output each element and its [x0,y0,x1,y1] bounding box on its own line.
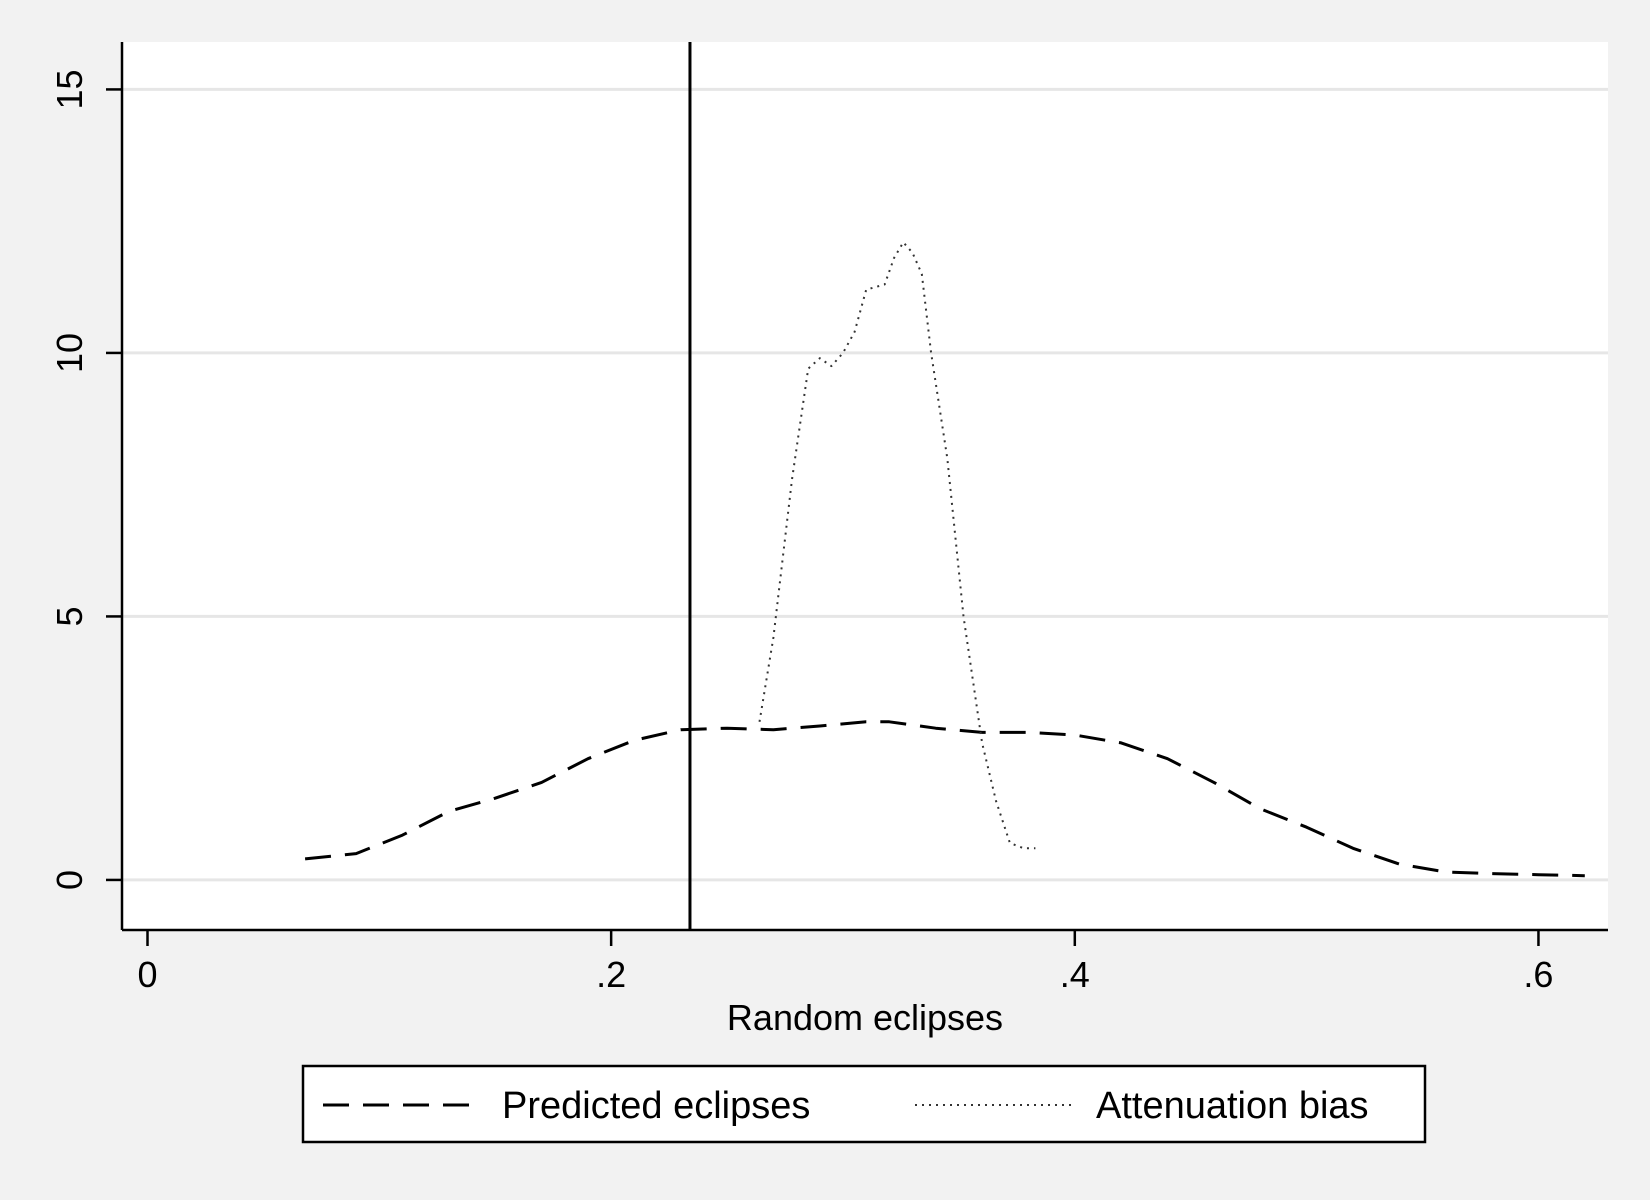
legend: Predicted eclipses Attenuation bias [301,1064,1427,1144]
series-line-attenuation-bias [758,241,1036,850]
x-tick-label: .4 [1060,954,1090,995]
y-tick-label: 5 [49,606,90,626]
x-tick-label: 0 [137,954,157,995]
series-line-predicted-eclipses [304,720,1585,878]
x-tick-label: .2 [596,954,626,995]
x-tick-labels: 0 .2 .4 .6 [137,954,1553,995]
axes [106,42,1608,946]
legend-label-predicted-eclipses: Predicted eclipses [502,1085,810,1127]
grid-lines [122,87,1608,882]
y-tick-label: 10 [49,333,90,373]
legend-label-attenuation-bias: Attenuation bias [1096,1085,1369,1127]
series-layer [304,241,1585,878]
y-tick-labels: 0 5 10 15 [49,69,90,890]
y-tick-label: 0 [49,870,90,890]
y-tick-label: 15 [49,69,90,109]
plot-area [122,42,1608,930]
legend-box [301,1064,1427,1144]
x-axis-title: Random eclipses [727,997,1003,1038]
x-tick-label: .6 [1523,954,1553,995]
